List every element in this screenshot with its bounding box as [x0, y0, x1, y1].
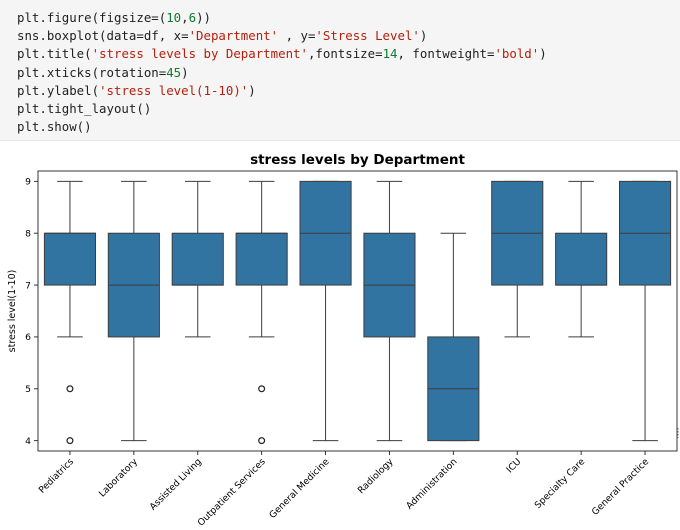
code-token: 'bold' [494, 46, 540, 62]
box-outpatient-services [235, 232, 288, 286]
box-specialty-care [555, 232, 608, 286]
cell-output: stress levels by Department stress level… [0, 142, 680, 530]
code-token: ,fontsize= [307, 46, 383, 62]
code-line: plt.show() [17, 118, 547, 136]
box-assisted-living [171, 232, 224, 286]
x-tick-label: Radiology [356, 456, 396, 496]
code-token: 'Department' [188, 28, 279, 44]
code-token: plt.title( [17, 46, 92, 62]
code-token: sns.boxplot(data=df, x= [17, 28, 189, 44]
code-line: sns.boxplot(data=df, x='Department' , y=… [17, 27, 547, 45]
plot-frame [37, 170, 678, 452]
y-tick-label: 5 [25, 384, 31, 395]
outlier-point [258, 385, 266, 393]
code-token: plt.ylabel( [17, 82, 100, 98]
code-editor[interactable]: plt.figure(figsize=(10,6)) sns.boxplot(da… [17, 9, 547, 136]
code-line: plt.figure(figsize=(10,6)) [17, 9, 547, 27]
x-tick-label: ICU [504, 456, 523, 475]
code-token: , fontweight= [397, 46, 495, 62]
code-token: plt.figure(figsize=( [17, 10, 167, 25]
code-token: 10 [166, 10, 182, 25]
code-token: )) [196, 10, 211, 25]
y-tick-label: 4 [25, 436, 31, 447]
box-pediatrics [43, 232, 97, 286]
code-token: 'stress level(1-10)' [99, 82, 249, 98]
code-token: 6 [188, 10, 197, 25]
code-line: plt.ylabel('stress level(1-10)') [17, 82, 547, 100]
x-tick-label: Administration [404, 456, 459, 511]
y-tick-label: 7 [25, 280, 31, 291]
x-tick-label: Assisted Living [148, 456, 204, 512]
code-token: 'Stress Level' [315, 28, 420, 44]
y-tick-label: 9 [25, 177, 31, 188]
y-tick-label: 6 [25, 332, 31, 343]
code-token: plt.show() [17, 119, 92, 135]
code-token: 'stress levels by Department' [91, 46, 308, 62]
outlier-point [66, 437, 74, 445]
code-cell[interactable]: plt.figure(figsize=(10,6)) sns.boxplot(da… [0, 0, 680, 141]
code-token: ) [419, 28, 428, 44]
code-token: ) [539, 46, 547, 62]
code-token: plt.tight_layout() [17, 100, 152, 116]
outlier-point [66, 385, 74, 393]
code-token: plt.xticks(rotation= [17, 64, 167, 80]
code-token: ) [181, 64, 189, 80]
x-tick-label: Pediatrics [37, 456, 77, 496]
code-token: 14 [382, 46, 398, 62]
boxplot-chart: stress levels by Department stress level… [7, 152, 679, 528]
outlier-point [258, 437, 266, 445]
x-tick-label: Laboratory [97, 456, 141, 500]
code-token: ) [248, 82, 256, 98]
plot-area: 4 5 6 7 8 9 Pediatrics Laboratory Assisted Livin… [25, 170, 679, 528]
x-tick-label: Outpatient Services [196, 456, 268, 528]
y-axis-label: stress level(1-10) [7, 270, 18, 353]
code-token: , [181, 10, 189, 25]
y-tick-label: 8 [25, 229, 31, 240]
code-line: plt.title('stress levels by Department',… [17, 45, 547, 63]
x-tick-label: General Practice [590, 456, 652, 518]
x-tick-label: General Medicine [267, 456, 332, 521]
code-token: 45 [166, 64, 182, 80]
code-token: , y= [278, 28, 316, 44]
chart-title: stress levels by Department [250, 152, 465, 168]
x-tick-label: Specialty Care [533, 456, 588, 511]
code-line: plt.xticks(rotation=45) [17, 64, 547, 82]
code-line: plt.tight_layout() [17, 100, 547, 118]
